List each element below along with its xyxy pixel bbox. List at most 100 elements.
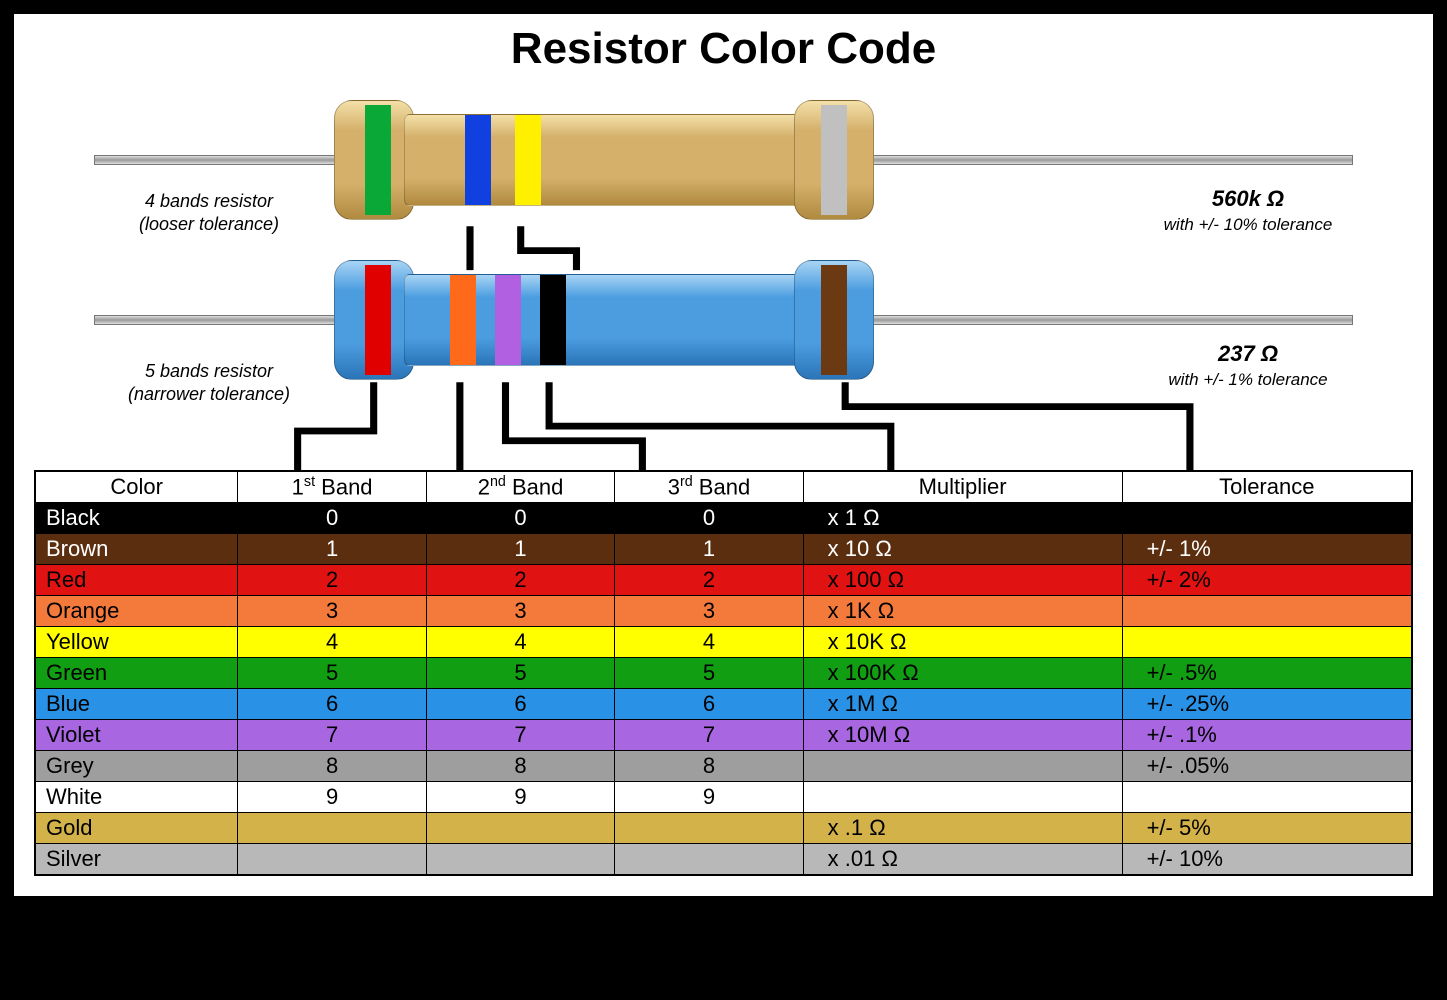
- resistor-cap-right: [794, 260, 874, 380]
- table-row: Brown111x 10 Ω+/- 1%: [35, 534, 1412, 565]
- table-cell: Green: [35, 658, 238, 689]
- color-band: [540, 275, 566, 365]
- color-band: [365, 105, 391, 215]
- table-cell: 0: [426, 503, 614, 534]
- table-cell: 8: [426, 751, 614, 782]
- table-cell: x 100 Ω: [803, 565, 1122, 596]
- table-cell: 7: [238, 720, 426, 751]
- table-cell: [238, 813, 426, 844]
- table-row: Red222x 100 Ω+/- 2%: [35, 565, 1412, 596]
- table-cell: Gold: [35, 813, 238, 844]
- table-header-row: Color1st Band2nd Band3rd BandMultiplierT…: [35, 471, 1412, 503]
- label-4band-line1: 4 bands resistor: [145, 191, 273, 211]
- color-code-table: Color1st Band2nd Band3rd BandMultiplierT…: [34, 470, 1413, 876]
- table-row: Green555x 100K Ω+/- .5%: [35, 658, 1412, 689]
- table-cell: +/- 1%: [1122, 534, 1412, 565]
- page: Resistor Color Code 4 bands resistor (l: [14, 14, 1433, 896]
- table-cell: x 10M Ω: [803, 720, 1122, 751]
- table-cell: 5: [615, 658, 803, 689]
- page-title: Resistor Color Code: [34, 24, 1413, 74]
- table-cell: Brown: [35, 534, 238, 565]
- table-cell: 4: [426, 627, 614, 658]
- table-cell: x 1 Ω: [803, 503, 1122, 534]
- table-row: White999: [35, 782, 1412, 813]
- table-cell: Black: [35, 503, 238, 534]
- color-band: [821, 265, 847, 375]
- resistor-diagram: 4 bands resistor (looser tolerance) 5 ba…: [34, 80, 1413, 470]
- table-cell: Red: [35, 565, 238, 596]
- table-cell: 9: [238, 782, 426, 813]
- table-cell: 6: [426, 689, 614, 720]
- result-5band-tol: with +/- 1% tolerance: [1123, 369, 1373, 391]
- table-cell: [803, 751, 1122, 782]
- result-4band-tol: with +/- 10% tolerance: [1123, 214, 1373, 236]
- table-cell: 9: [426, 782, 614, 813]
- result-5band-value: 237 Ω: [1123, 340, 1373, 369]
- table-cell: +/- 10%: [1122, 844, 1412, 876]
- result-5band: 237 Ω with +/- 1% tolerance: [1123, 340, 1373, 391]
- color-band: [515, 115, 541, 205]
- table-cell: 7: [615, 720, 803, 751]
- resistor-cap-left: [334, 100, 414, 220]
- table-body: Black000x 1 ΩBrown111x 10 Ω+/- 1%Red222x…: [35, 503, 1412, 876]
- table-cell: 0: [615, 503, 803, 534]
- table-cell: 5: [238, 658, 426, 689]
- result-4band: 560k Ω with +/- 10% tolerance: [1123, 185, 1373, 236]
- table-cell: White: [35, 782, 238, 813]
- table-cell: +/- .25%: [1122, 689, 1412, 720]
- connector-line: [845, 382, 1190, 470]
- table-cell: [803, 782, 1122, 813]
- resistor-body: [404, 114, 804, 206]
- result-4band-value: 560k Ω: [1123, 185, 1373, 214]
- table-cell: [1122, 627, 1412, 658]
- table-cell: x .1 Ω: [803, 813, 1122, 844]
- table-cell: 7: [426, 720, 614, 751]
- table-cell: x 100K Ω: [803, 658, 1122, 689]
- table-cell: 0: [238, 503, 426, 534]
- resistor-body: [404, 274, 804, 366]
- table-cell: 1: [426, 534, 614, 565]
- table-cell: [1122, 782, 1412, 813]
- table-cell: 1: [615, 534, 803, 565]
- table-cell: [1122, 503, 1412, 534]
- table-cell: x 1M Ω: [803, 689, 1122, 720]
- table-cell: +/- .5%: [1122, 658, 1412, 689]
- table-row: Grey888+/- .05%: [35, 751, 1412, 782]
- table-cell: 6: [238, 689, 426, 720]
- table-cell: 5: [426, 658, 614, 689]
- table-cell: Blue: [35, 689, 238, 720]
- table-row: Orange333x 1K Ω: [35, 596, 1412, 627]
- table-cell: [615, 813, 803, 844]
- table-cell: Silver: [35, 844, 238, 876]
- table-row: Goldx .1 Ω+/- 5%: [35, 813, 1412, 844]
- table-cell: 4: [238, 627, 426, 658]
- resistor-cap-left: [334, 260, 414, 380]
- table-cell: Orange: [35, 596, 238, 627]
- color-band: [465, 115, 491, 205]
- table-cell: Violet: [35, 720, 238, 751]
- resistor-cap-right: [794, 100, 874, 220]
- table-header-cell: Multiplier: [803, 471, 1122, 503]
- table-cell: Yellow: [35, 627, 238, 658]
- table-cell: [1122, 596, 1412, 627]
- table-cell: +/- .1%: [1122, 720, 1412, 751]
- table-cell: Grey: [35, 751, 238, 782]
- table-cell: 4: [615, 627, 803, 658]
- table-header-cell: 1st Band: [238, 471, 426, 503]
- table-row: Blue666x 1M Ω+/- .25%: [35, 689, 1412, 720]
- label-5band-line2: (narrower tolerance): [128, 384, 290, 404]
- label-4band-line2: (looser tolerance): [139, 214, 279, 234]
- table-cell: x .01 Ω: [803, 844, 1122, 876]
- table-cell: x 10K Ω: [803, 627, 1122, 658]
- table-header-cell: Color: [35, 471, 238, 503]
- color-band: [450, 275, 476, 365]
- table-cell: [238, 844, 426, 876]
- table-cell: x 1K Ω: [803, 596, 1122, 627]
- table-cell: 3: [426, 596, 614, 627]
- table-row: Black000x 1 Ω: [35, 503, 1412, 534]
- table-cell: 2: [615, 565, 803, 596]
- label-4band: 4 bands resistor (looser tolerance): [104, 190, 314, 237]
- color-band: [821, 105, 847, 215]
- table-cell: 2: [238, 565, 426, 596]
- connector-line: [549, 382, 891, 470]
